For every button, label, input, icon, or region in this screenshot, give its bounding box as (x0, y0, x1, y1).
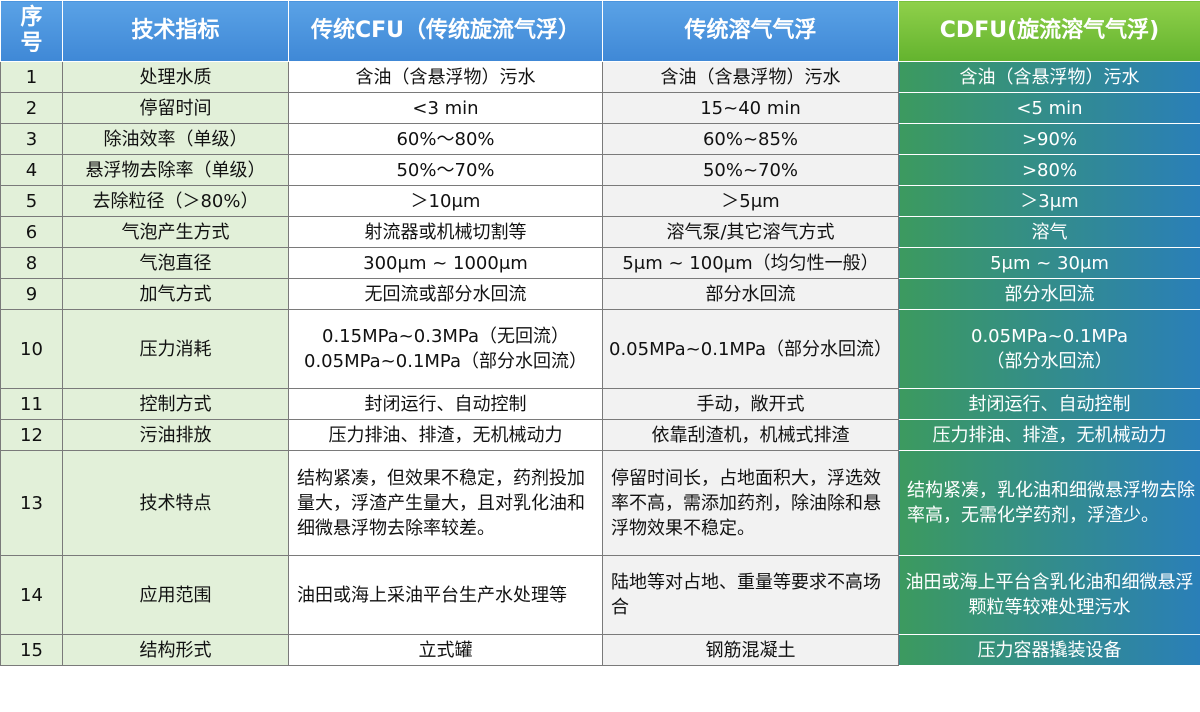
table-row: 6 气泡产生方式 射流器或机械切割等 溶气泵/其它溶气方式 溶气 (0, 216, 1200, 248)
cell-metric: 技术特点 (62, 450, 289, 556)
table-row: 8 气泡直径 300μm ~ 1000μm 5μm ~ 100μm（均匀性一般） 5μm… (0, 247, 1200, 279)
cell-cdfu: 压力排油、排渣，无机械动力 (898, 419, 1200, 451)
cell-no: 13 (0, 450, 63, 556)
cell-cdfu: <5 min (898, 92, 1200, 124)
cell-no: 6 (0, 216, 63, 248)
cell-metric: 加气方式 (62, 278, 289, 310)
table-row: 3 除油效率（单级） 60%～80% 60%~85% >90% (0, 123, 1200, 155)
table-row: 9 加气方式 无回流或部分水回流 部分水回流 部分水回流 (0, 278, 1200, 310)
cell-cdfu: >90% (898, 123, 1200, 155)
cell-no: 10 (0, 309, 63, 389)
cell-dis: 0.05MPa~0.1MPa（部分水回流） (602, 309, 899, 389)
cell-dis: 手动，敞开式 (602, 388, 899, 420)
cell-dis: 5μm ~ 100μm（均匀性一般） (602, 247, 899, 279)
cell-dis: 部分水回流 (602, 278, 899, 310)
cell-no: 12 (0, 419, 63, 451)
cell-dis: 陆地等对占地、重量等要求不高场合 (602, 555, 899, 635)
cell-cfu: 立式罐 (288, 634, 603, 666)
cell-no: 4 (0, 154, 63, 186)
table-row: 5 去除粒径（＞80%） ＞10μm ＞5μm ＞3μm (0, 185, 1200, 217)
cell-cdfu: ＞3μm (898, 185, 1200, 217)
cell-no: 5 (0, 185, 63, 217)
table-row: 10 压力消耗 0.15MPa~0.3MPa（无回流） 0.05MPa~0.1MPa（… (0, 309, 1200, 389)
table-row: 13 技术特点 结构紧凑，但效果不稳定，药剂投加量大，浮渣产生量大，且对乳化油和细微… (0, 450, 1200, 556)
cell-cfu: 结构紧凑，但效果不稳定，药剂投加量大，浮渣产生量大，且对乳化油和细微悬浮物去除率… (288, 450, 603, 556)
cell-dis: 溶气泵/其它溶气方式 (602, 216, 899, 248)
cell-cfu: <3 min (288, 92, 603, 124)
cell-dis: 50%~70% (602, 154, 899, 186)
cell-dis: 依靠刮渣机，机械式排渣 (602, 419, 899, 451)
cell-metric: 控制方式 (62, 388, 289, 420)
cell-cdfu: 部分水回流 (898, 278, 1200, 310)
table-row: 2 停留时间 <3 min 15~40 min <5 min (0, 92, 1200, 124)
cell-cdfu: 结构紧凑，乳化油和细微悬浮物去除率高，无需化学药剂，浮渣少。 (898, 450, 1200, 556)
cell-dis: 含油（含悬浮物）污水 (602, 61, 899, 93)
cell-metric: 悬浮物去除率（单级） (62, 154, 289, 186)
cell-no: 8 (0, 247, 63, 279)
cell-dis: 60%~85% (602, 123, 899, 155)
cell-metric: 污油排放 (62, 419, 289, 451)
table-row: 14 应用范围 油田或海上采油平台生产水处理等 陆地等对占地、重量等要求不高场合 油田或… (0, 555, 1200, 635)
cell-cdfu: 5μm ~ 30μm (898, 247, 1200, 279)
cell-metric: 气泡直径 (62, 247, 289, 279)
cell-metric: 压力消耗 (62, 309, 289, 389)
cell-no: 15 (0, 634, 63, 666)
cell-metric: 除油效率（单级） (62, 123, 289, 155)
cell-cfu: 0.15MPa~0.3MPa（无回流） 0.05MPa~0.1MPa（部分水回流） (288, 309, 603, 389)
cell-cfu: 压力排油、排渣，无机械动力 (288, 419, 603, 451)
cell-no: 9 (0, 278, 63, 310)
table-row: 4 悬浮物去除率（单级） 50%～70% 50%~70% >80% (0, 154, 1200, 186)
header-cfu: 传统CFU（传统旋流气浮） (288, 0, 603, 62)
cell-metric: 处理水质 (62, 61, 289, 93)
cell-cdfu: 含油（含悬浮物）污水 (898, 61, 1200, 93)
cell-cfu: 300μm ~ 1000μm (288, 247, 603, 279)
table-row: 15 结构形式 立式罐 钢筋混凝土 压力容器撬装设备 (0, 634, 1200, 666)
cell-cdfu: 溶气 (898, 216, 1200, 248)
cell-cfu: 无回流或部分水回流 (288, 278, 603, 310)
table-row: 12 污油排放 压力排油、排渣，无机械动力 依靠刮渣机，机械式排渣 压力排油、排渣，无机… (0, 419, 1200, 451)
cell-dis: 15~40 min (602, 92, 899, 124)
cell-dis: ＞5μm (602, 185, 899, 217)
cell-cfu: 50%～70% (288, 154, 603, 186)
cell-cfu: 封闭运行、自动控制 (288, 388, 603, 420)
cell-cfu: ＞10μm (288, 185, 603, 217)
table-row: 1 处理水质 含油（含悬浮物）污水 含油（含悬浮物）污水 含油（含悬浮物）污水 (0, 61, 1200, 93)
cell-metric: 应用范围 (62, 555, 289, 635)
header-metric: 技术指标 (62, 0, 289, 62)
cell-metric: 停留时间 (62, 92, 289, 124)
cell-dis: 停留时间长，占地面积大，浮选效率不高，需添加药剂，除油除和悬浮物效果不稳定。 (602, 450, 899, 556)
cell-cdfu: 0.05MPa~0.1MPa （部分水回流） (898, 309, 1200, 389)
cell-cdfu: 油田或海上平台含乳化油和细微悬浮颗粒等较难处理污水 (898, 555, 1200, 635)
cell-cfu: 60%～80% (288, 123, 603, 155)
cell-cdfu: >80% (898, 154, 1200, 186)
cell-dis: 钢筋混凝土 (602, 634, 899, 666)
cell-cfu: 射流器或机械切割等 (288, 216, 603, 248)
cell-cfu: 含油（含悬浮物）污水 (288, 61, 603, 93)
header-row: 序号 技术指标 传统CFU（传统旋流气浮） 传统溶气气浮 CDFU(旋流溶气气浮… (0, 0, 1200, 62)
comparison-table: 序号 技术指标 传统CFU（传统旋流气浮） 传统溶气气浮 CDFU(旋流溶气气浮… (0, 0, 1200, 666)
cell-cdfu: 压力容器撬装设备 (898, 634, 1200, 666)
table-body: 1 处理水质 含油（含悬浮物）污水 含油（含悬浮物）污水 含油（含悬浮物）污水 2 停留时间… (0, 61, 1200, 666)
header-dissolved-air: 传统溶气气浮 (602, 0, 899, 62)
cell-no: 11 (0, 388, 63, 420)
cell-no: 3 (0, 123, 63, 155)
cell-no: 14 (0, 555, 63, 635)
header-seq: 序号 (0, 0, 63, 62)
cell-cdfu: 封闭运行、自动控制 (898, 388, 1200, 420)
header-cdfu: CDFU(旋流溶气气浮) (898, 0, 1200, 62)
cell-metric: 去除粒径（＞80%） (62, 185, 289, 217)
cell-metric: 结构形式 (62, 634, 289, 666)
table-row: 11 控制方式 封闭运行、自动控制 手动，敞开式 封闭运行、自动控制 (0, 388, 1200, 420)
cell-cfu: 油田或海上采油平台生产水处理等 (288, 555, 603, 635)
cell-no: 2 (0, 92, 63, 124)
cell-no: 1 (0, 61, 63, 93)
cell-metric: 气泡产生方式 (62, 216, 289, 248)
